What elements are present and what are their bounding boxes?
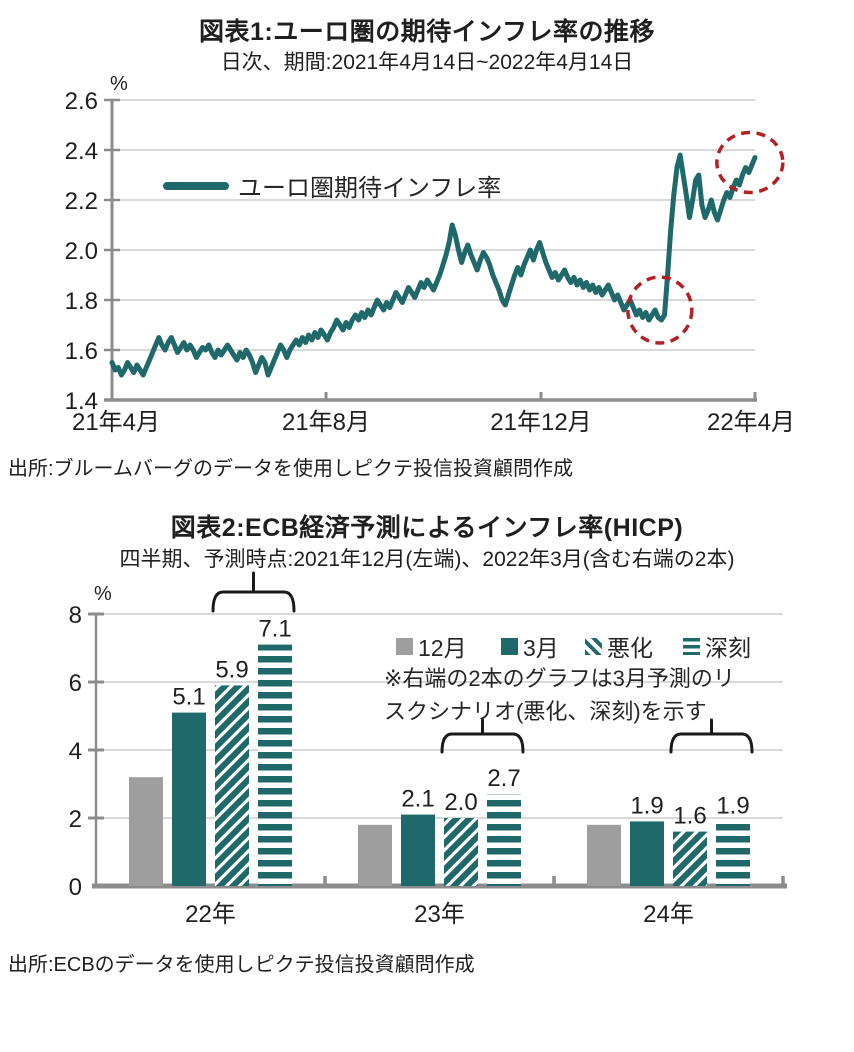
stripe-bar-swatch xyxy=(683,637,700,655)
bar-value-label: 2.7 xyxy=(487,765,520,792)
teal-bar-swatch xyxy=(501,637,518,655)
chart1-subtitle: 日次、期間:2021年4月14日~2022年4月14日 xyxy=(220,51,634,74)
chart2-legend-item-severe: 深刻 xyxy=(683,629,751,663)
bar-value-label: 1.6 xyxy=(673,803,706,830)
dashed-circle-annotation xyxy=(626,275,694,345)
bar-value-label: 5.9 xyxy=(215,656,248,683)
y-tick-label: 2.4 xyxy=(65,138,98,165)
chart2-subtitle: 四半期、予測時点:2021年12月(左端)、2022年3月(含む右端の2本) xyxy=(119,548,735,571)
y-tick-label: 1.6 xyxy=(65,338,98,365)
y-tick-label: 4 xyxy=(69,738,82,765)
y-tick-label: 2.6 xyxy=(65,88,98,115)
chart1-title: 図表1:ユーロ圏の期待インフレ率の推移 xyxy=(199,18,655,46)
bar-value-label: 5.1 xyxy=(172,684,205,711)
y-tick-label: 1.4 xyxy=(65,388,98,415)
y-tick-label: 2.0 xyxy=(65,238,98,265)
bar-22年-march xyxy=(172,712,206,886)
legend-label-december: 12月 xyxy=(418,635,467,661)
bar-value-label: 1.9 xyxy=(630,792,663,819)
chart2-note-line1: ※右端の2本のグラフは3月予測のリ xyxy=(384,666,735,691)
bar-22年-december xyxy=(129,777,163,886)
brace xyxy=(211,590,296,613)
chart2-unit-label: % xyxy=(94,583,112,605)
x-tick-label: 22年4月 xyxy=(707,409,795,436)
bar-value-label: 2.0 xyxy=(444,789,477,816)
chart1-legend: ユーロ圏期待インフレ率 xyxy=(163,168,501,203)
dashed-circle-annotation xyxy=(715,130,785,195)
chart2-title: 図表2:ECB経済予測によるインフレ率(HICP) xyxy=(170,514,684,542)
bar-24年-march xyxy=(630,821,664,886)
y-tick-label: 2.2 xyxy=(65,188,98,215)
x-tick-label: 21年8月 xyxy=(282,409,370,436)
inflation-line-series xyxy=(109,152,758,378)
bar-22年-severe xyxy=(258,644,292,886)
bar-24年-adverse xyxy=(673,831,707,886)
x-category-label: 24年 xyxy=(643,901,694,928)
chart2-note-line2: スクシナリオ(悪化、深刻)を示す xyxy=(384,699,707,724)
legend-label-adverse: 悪化 xyxy=(607,635,653,661)
bar-23年-adverse xyxy=(444,818,478,886)
hatch-bar-swatch xyxy=(585,637,602,655)
x-tick-label: 21年4月 xyxy=(72,409,160,436)
bar-24年-december xyxy=(587,824,621,886)
gray-bar-swatch xyxy=(396,637,413,655)
bar-value-label: 2.1 xyxy=(401,786,434,813)
chart1-source: 出所:ブルームバーグのデータを使用しピクテ投信投資顧問作成 xyxy=(8,458,573,480)
chart2-note: ※右端の2本のグラフは3月予測のリ スクシナリオ(悪化、深刻)を示す xyxy=(384,662,735,728)
bar-value-label: 7.1 xyxy=(258,616,291,643)
bar-23年-severe xyxy=(487,794,521,886)
x-category-label: 23年 xyxy=(414,901,465,928)
y-tick-label: 8 xyxy=(69,602,82,629)
y-tick-label: 2 xyxy=(69,806,82,833)
y-tick-label: 6 xyxy=(69,670,82,697)
bar-chart-plot: 8 6 4 2 0 5.1 5.9 7.1 22年 2.1 2.0 2.7 23年 1.9 1.6 1.9 24… xyxy=(69,571,787,928)
line-series-swatch xyxy=(163,181,229,190)
bar-22年-adverse xyxy=(215,685,249,886)
y-tick-label: 1.8 xyxy=(65,288,98,315)
x-tick-label: 21年12月 xyxy=(490,409,591,436)
chart1-legend-label: ユーロ圏期待インフレ率 xyxy=(238,175,502,202)
chart2-legend-item-december: 12月 xyxy=(396,629,467,663)
chart1-unit-label: % xyxy=(110,73,128,95)
chart2-source: 出所:ECBのデータを使用しピクテ投信投資顧問作成 xyxy=(8,954,475,976)
x-category-label: 22年 xyxy=(185,901,236,928)
legend-label-severe: 深刻 xyxy=(705,635,751,661)
bar-24年-severe xyxy=(716,821,750,886)
chart2-legend-item-adverse: 悪化 xyxy=(585,629,653,663)
legend-label-march: 3月 xyxy=(523,635,559,661)
chart2-legend-item-march: 3月 xyxy=(501,629,559,663)
bar-23年-december xyxy=(358,824,392,886)
bar-23年-march xyxy=(401,814,435,886)
bar-value-label: 1.9 xyxy=(716,792,749,819)
y-tick-label: 0 xyxy=(69,874,82,901)
